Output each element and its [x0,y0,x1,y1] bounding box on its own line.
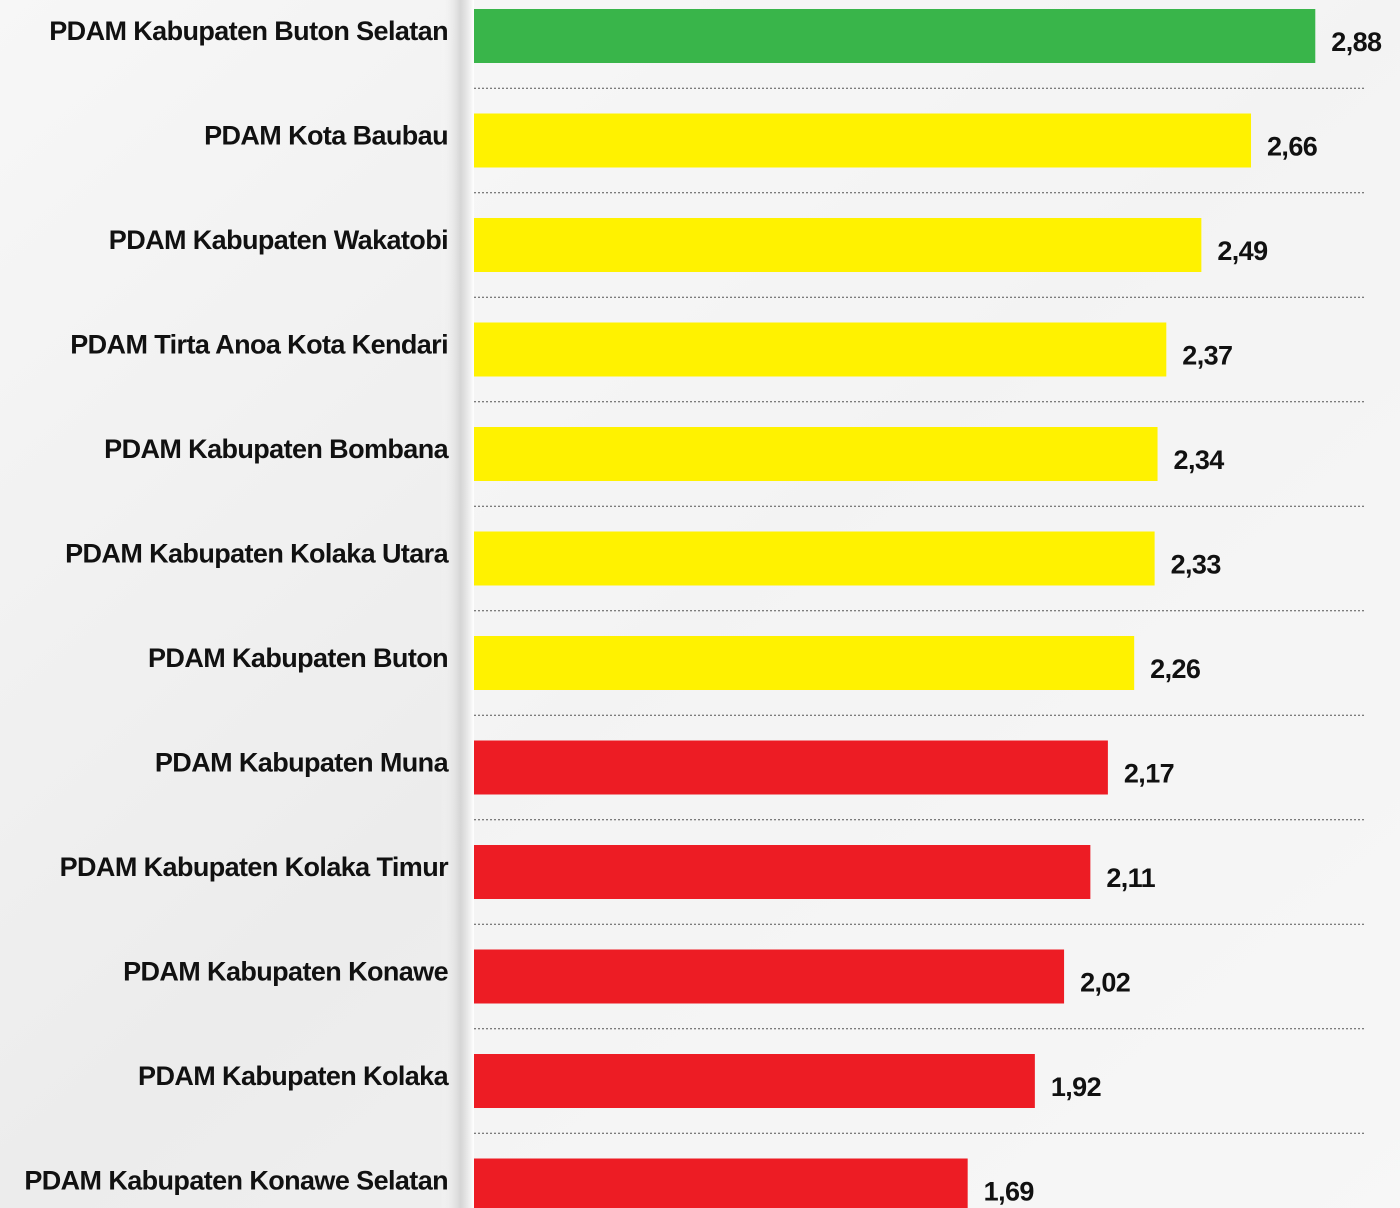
bar [474,9,1316,63]
bar [474,845,1091,899]
category-label: PDAM Kota Baubau [204,121,448,151]
bar [474,949,1065,1004]
category-label: PDAM Kabupaten Muna [155,748,450,778]
bar [474,531,1155,586]
bar [474,427,1158,481]
bar [474,740,1108,795]
bar [474,113,1252,168]
value-label: 2,66 [1267,132,1318,162]
value-label: 2,26 [1150,654,1201,684]
category-label: PDAM Kabupaten Konawe Selatan [24,1166,448,1196]
category-label: PDAM Tirta Anoa Kota Kendari [70,330,448,360]
category-label: PDAM Kabupaten Kolaka Timur [60,852,449,882]
value-label: 2,49 [1217,236,1268,266]
category-label: PDAM Kabupaten Buton Selatan [49,16,448,46]
category-label: PDAM Kabupaten Kolaka [138,1061,450,1091]
value-label: 1,69 [984,1177,1035,1207]
value-label: 2,37 [1182,341,1232,371]
category-label: PDAM Kabupaten Bombana [104,434,449,464]
bar [474,1054,1035,1108]
value-label: 2,33 [1171,550,1222,580]
category-label: PDAM Kabupaten Konawe [123,957,449,987]
category-label: PDAM Kabupaten Kolaka Utara [65,539,449,569]
value-label: 2,17 [1124,759,1174,789]
bar [474,636,1135,690]
bar [474,218,1202,272]
panel-shadow [440,0,474,1208]
value-label: 1,92 [1051,1072,1101,1102]
value-label: 2,02 [1080,968,1130,998]
bar [474,322,1167,377]
category-label: PDAM Kabupaten Buton [148,643,448,673]
value-label: 2,34 [1174,445,1225,475]
category-label: PDAM Kabupaten Wakatobi [109,225,448,255]
value-label: 2,88 [1331,27,1382,57]
value-label: 2,11 [1106,863,1155,893]
bar [474,1158,968,1208]
plot-panel [474,0,1400,1208]
